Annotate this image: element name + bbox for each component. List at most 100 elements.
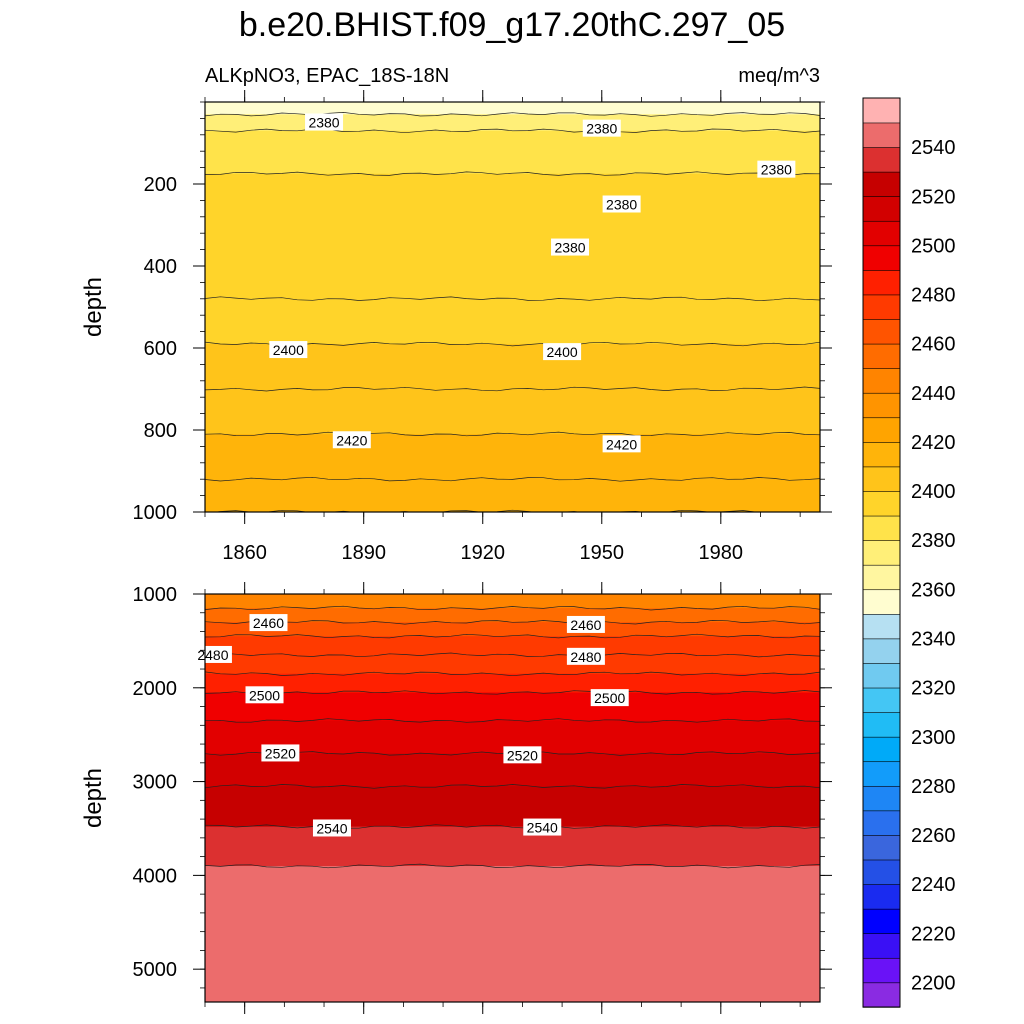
contour-band [205,298,820,345]
colorbar-swatch [862,859,901,885]
bottom-panel: 2460 2460 2480 2480 2500 2500 2520 2520 2540 2540… [133,582,832,1014]
contour-label: 2420 [602,435,641,453]
colorbar-label: 2420 [911,432,956,454]
colorbar-label: 2200 [911,972,956,994]
contour-label-text: 2500 [594,690,625,706]
contour-line [205,386,820,392]
colorbar-swatch [862,883,901,910]
top-left-label: ALKpNO3, EPAC_18S-18N [205,65,449,87]
contour-band [205,622,820,637]
top-ylabel: depth [80,277,107,337]
contour-label-text: 2380 [586,121,617,137]
contour-band [205,654,820,675]
y-tick-label: 4000 [133,865,178,887]
contour-label: 2380 [305,113,344,131]
y-tick-label: 1000 [133,502,178,524]
colorbar-label: 2400 [911,481,956,503]
contour-label-text: 2460 [570,617,601,633]
colorbar-label: 2300 [911,727,956,749]
colorbar-swatch [862,318,901,345]
contour-line [205,652,820,658]
contour-label: 2460 [249,614,288,632]
bottom-panel-frame [204,593,821,1003]
colorbar-swatch [862,392,901,419]
colorbar-swatch [862,539,901,566]
contour-band [205,343,820,390]
colorbar-label: 2240 [911,874,956,896]
y-tick-label: 2000 [133,678,178,700]
colorbar-swatch [862,146,901,173]
contour-label: 2520 [503,746,542,764]
contour-band [205,826,820,867]
contour-line [205,690,820,695]
x-tick-label: 1980 [699,542,744,564]
top-panel: 2380 2380 2380 2380 2380 2400 2400 2420 2420 200… [133,90,832,564]
contour-label-text: 2380 [761,162,792,178]
top-right-label: meq/m^3 [738,65,820,87]
colorbar-swatch [862,638,901,664]
colorbar-swatch [862,367,901,394]
contour-label: 2380 [757,160,796,178]
contour-band [205,389,820,435]
contour-label-text: 2400 [547,344,578,360]
colorbar-swatch [862,687,901,713]
colorbar: 2540 2520 2500 2480 2460 2440 2420 2400 2380 2360… [862,97,956,1008]
colorbar-swatch [862,245,901,271]
colorbar-label: 2320 [911,678,956,700]
colorbar-label: 2380 [911,530,956,552]
contour-band [205,866,820,1002]
colorbar-swatch [862,515,901,541]
contour-label-text: 2540 [527,820,558,836]
colorbar-label: 2220 [911,923,956,945]
contour-line [205,671,820,677]
colorbar-label: 2480 [911,285,956,307]
contour-label-text: 2420 [336,432,367,448]
y-tick-label: 1000 [133,584,178,606]
colorbar-label: 2340 [911,628,956,650]
chart-title: b.e20.BHIST.f09_g17.20thC.297_05 [239,6,785,44]
contour-line [205,824,820,829]
contour-line [205,633,820,639]
contour-line [205,476,820,482]
contour-label: 2400 [543,343,582,361]
contour-label: 2480 [566,647,605,665]
colorbar-label: 2540 [911,137,956,159]
colorbar-swatch [862,761,901,787]
colorbar-swatch [862,662,901,689]
contour-label-text: 2480 [570,649,601,665]
x-tick-label: 1920 [460,542,505,564]
colorbar-swatch [862,957,901,984]
contour-label: 2380 [602,195,641,213]
colorbar-label: 2260 [911,825,956,847]
colorbar-swatch [862,97,901,124]
contour-label-text: 2460 [253,615,284,631]
colorbar-swatch [862,417,901,443]
contour-label-text: 2380 [606,197,637,213]
contour-line [205,718,820,723]
contour-label: 2500 [590,689,629,707]
colorbar-swatch [862,589,901,615]
colorbar-swatch [862,220,901,247]
contour-label: 2400 [269,341,308,359]
colorbar-swatch [862,122,901,148]
colorbar-swatch [862,441,901,468]
colorbar-swatch [862,343,901,369]
colorbar-swatch [862,294,901,320]
colorbar-swatch [862,785,901,812]
contour-label: 2540 [312,819,351,837]
contour-band [205,102,820,115]
contour-label-text: 2420 [606,436,637,452]
contour-band [205,130,820,175]
colorbar-frame [862,97,901,1008]
contour-band [205,692,820,722]
colorbar-swatch [862,466,901,492]
colorbar-swatch [862,564,901,591]
contour-label-text: 2480 [197,647,228,663]
x-tick-label: 1890 [341,542,386,564]
contour-label: 2500 [245,686,284,704]
contour-line [205,784,820,789]
contour-label: 2520 [261,744,300,762]
contour-line [205,863,820,869]
top-panel-frame [204,101,821,513]
contour-line [205,620,820,625]
